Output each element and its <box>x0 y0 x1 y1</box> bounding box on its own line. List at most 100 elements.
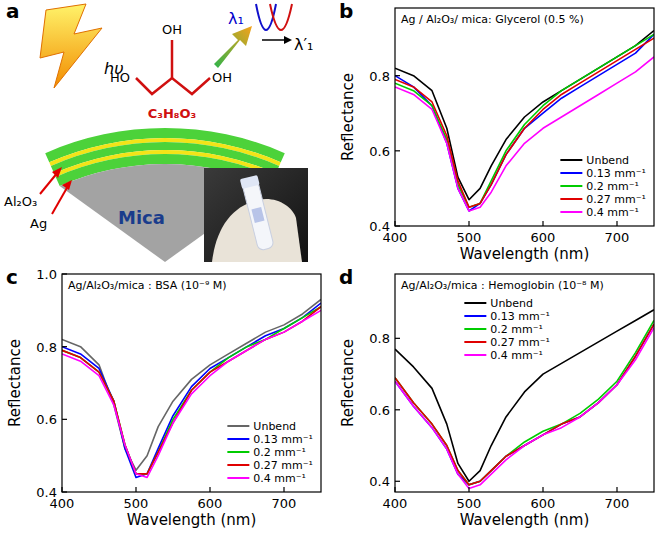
legend-label: 0.2 mm⁻¹ <box>253 446 306 459</box>
wavelength-label: λ₁ <box>228 9 244 28</box>
legend-swatch <box>560 159 582 161</box>
plot-frame <box>395 274 654 492</box>
y-tick-label: 0.4 <box>369 474 390 489</box>
x-tick <box>616 487 617 492</box>
chart-panel: d4005006007000.40.60.8Wavelength (nm)Ref… <box>339 265 654 529</box>
photo-tube-label <box>251 207 264 223</box>
legend: Unbend0.13 mm⁻¹0.2 mm⁻¹0.27 mm⁻¹0.4 mm⁻¹ <box>464 297 550 362</box>
legend-swatch <box>464 302 486 304</box>
y-axis-title: Reflectance <box>339 73 357 161</box>
legend-label: 0.2 mm⁻¹ <box>490 323 543 336</box>
series-line <box>62 307 321 474</box>
x-tick-label: 600 <box>198 496 223 511</box>
y-axis-title: Reflectance <box>6 339 24 427</box>
y-tick <box>62 273 67 274</box>
chart-panel: c4005006007000.40.60.81.0Wavelength (nm)… <box>6 265 321 529</box>
emission-arrow <box>214 26 252 68</box>
y-tick-label: 0.8 <box>369 69 390 84</box>
series-line <box>395 34 654 211</box>
x-tick <box>394 221 395 226</box>
layer-label: Ag <box>30 216 47 231</box>
photo-inset <box>204 168 308 262</box>
series-line <box>395 324 654 485</box>
y-tick <box>395 150 400 151</box>
x-tick <box>283 487 284 492</box>
legend-swatch <box>464 354 486 356</box>
layer-label: Al₂O₃ <box>4 194 37 209</box>
y-tick <box>395 75 400 76</box>
x-axis-title: Wavelength (nm) <box>460 245 590 263</box>
hydroxyl-label: OH <box>162 22 182 37</box>
series-group <box>395 310 654 489</box>
y-tick <box>395 338 400 339</box>
y-tick <box>395 481 400 482</box>
pointer-arrow <box>40 172 58 194</box>
hydroxyl-label: OH <box>212 70 232 85</box>
panel-letter: d <box>339 265 353 289</box>
x-tick-label: 700 <box>605 496 630 511</box>
wavelength-label: λ′₁ <box>294 35 314 54</box>
x-tick-label: 600 <box>531 496 556 511</box>
y-tick <box>395 225 400 226</box>
y-tick-label: 0.4 <box>36 485 57 500</box>
legend-label: 0.13 mm⁻¹ <box>253 433 313 446</box>
legend-swatch <box>560 185 582 187</box>
x-tick <box>468 487 469 492</box>
x-tick-label: 700 <box>272 496 297 511</box>
legend-label: Unbend <box>586 154 629 167</box>
panel-letter: a <box>6 0 20 23</box>
shift-arrow <box>262 39 286 41</box>
hydroxyl-label: HO <box>110 70 130 85</box>
legend-label: 0.27 mm⁻¹ <box>253 459 313 472</box>
series-line <box>395 310 654 482</box>
x-tick-label: 400 <box>383 496 408 511</box>
formula-label: C₃H₈O₃ <box>148 106 197 121</box>
series-line <box>62 303 321 477</box>
x-tick-label: 500 <box>457 230 482 245</box>
panel-letter: c <box>6 265 18 289</box>
lightning-bolt <box>40 4 102 88</box>
figure: ahυHOOHOHC₃H₈O₃λ₁λ′₁MicaAl₂O₃Agb40050060… <box>0 0 666 535</box>
legend-swatch <box>464 341 486 343</box>
legend-swatch <box>227 425 249 427</box>
legend-swatch <box>560 198 582 200</box>
legend-swatch <box>560 211 582 213</box>
legend-label: Unbend <box>253 420 296 433</box>
x-tick-label: 500 <box>124 496 149 511</box>
x-axis-title: Wavelength (nm) <box>127 511 257 529</box>
legend-swatch <box>464 328 486 330</box>
y-tick-label: 0.8 <box>36 340 57 355</box>
series-group <box>395 31 654 211</box>
pointer-arrow <box>52 186 68 214</box>
substrate-label: Mica <box>118 207 165 228</box>
photo-tube <box>242 179 274 251</box>
pointer-arrow-head <box>52 167 62 178</box>
x-tick <box>209 487 210 492</box>
y-tick <box>62 491 67 492</box>
series-line <box>395 57 654 211</box>
y-tick-label: 0.6 <box>36 412 57 427</box>
x-tick <box>394 487 395 492</box>
y-tick-label: 1.0 <box>36 267 57 282</box>
series-group <box>62 299 321 477</box>
y-tick-label: 0.4 <box>369 219 390 234</box>
legend-swatch <box>560 172 582 174</box>
series-line <box>62 299 321 470</box>
legend-label: 0.4 mm⁻¹ <box>490 349 543 362</box>
legend-label: 0.13 mm⁻¹ <box>490 310 550 323</box>
series-line <box>62 310 321 477</box>
photo-tube-cap <box>240 175 260 189</box>
legend-label: 0.13 mm⁻¹ <box>586 167 646 180</box>
legend: Unbend0.13 mm⁻¹0.2 mm⁻¹0.27 mm⁻¹0.4 mm⁻¹ <box>560 154 646 219</box>
x-tick <box>468 221 469 226</box>
plot-frame <box>62 274 321 492</box>
plot-frame <box>395 8 654 226</box>
legend-swatch <box>227 477 249 479</box>
series-line <box>395 34 654 207</box>
y-tick-label: 0.6 <box>369 403 390 418</box>
y-tick-label: 0.6 <box>369 144 390 159</box>
legend-swatch <box>227 451 249 453</box>
series-line <box>395 320 654 484</box>
y-tick <box>395 409 400 410</box>
x-axis-title: Wavelength (nm) <box>460 511 590 529</box>
